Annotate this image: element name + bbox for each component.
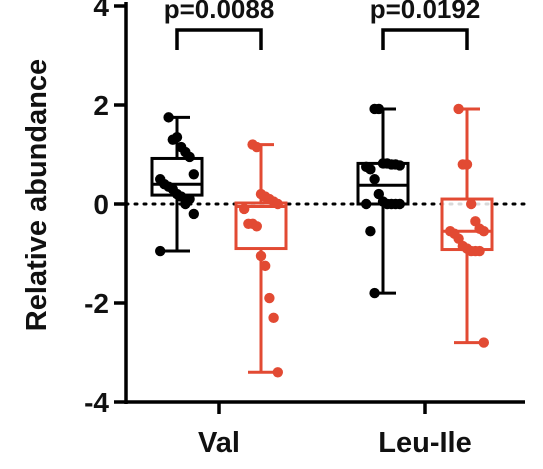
group-0-box-0-point-6 <box>188 169 199 180</box>
x-tick-label-0: Val <box>198 427 240 459</box>
group-0-box-0-point-0 <box>163 112 174 123</box>
group-1-box-1-point-0 <box>453 103 464 115</box>
group-1-box-1-point-14 <box>474 245 485 257</box>
group-1-box-0-point-18 <box>369 287 380 299</box>
group-0-box-1-point-6 <box>272 198 283 210</box>
plot-area: 4 2 0 -2 -4 Val p=0.0088 Leu-Ile p=0.0192 <box>84 0 527 459</box>
group-0-box-0-point-15 <box>188 208 199 220</box>
group-1-box-1-point-2 <box>461 159 473 170</box>
significance-bracket-1 <box>381 28 469 50</box>
group-0-box-0-point-2 <box>171 131 183 143</box>
group-1-box-1-box <box>440 197 494 252</box>
p-value-label-0: p=0.0088 <box>164 0 275 24</box>
y-tick-label-3: -2 <box>84 288 109 319</box>
y-tick-label-0: 4 <box>93 0 109 22</box>
group-1-box-1-point-15 <box>478 337 489 348</box>
group-0-box-1-point-15 <box>272 367 283 378</box>
y-tick-label-1: 2 <box>93 90 109 121</box>
y-tick-label-2: 0 <box>93 189 109 220</box>
significance-bracket-0 <box>175 28 263 50</box>
group-0-box-1-point-14 <box>268 312 279 324</box>
group-1-box-1-point-3 <box>466 198 477 210</box>
y-axis-label: Relative abundance <box>21 59 53 331</box>
x-tick-label-1: Leu-Ile <box>378 427 471 459</box>
group-1-box-0-point-17 <box>365 226 376 237</box>
p-value-label-1: p=0.0192 <box>370 0 481 24</box>
group-0-box-0-point-14 <box>184 193 195 205</box>
y-tick-label-4: -4 <box>84 387 109 418</box>
group-0-box-1-point-11 <box>255 250 267 262</box>
group-1-box-0-point-6 <box>394 160 405 171</box>
group-0-box-1-point-1 <box>251 141 262 153</box>
group-0-box-1-point-10 <box>251 221 262 232</box>
group-1-box-0-point-16 <box>361 198 372 210</box>
group-1-box-1-point-6 <box>478 226 489 237</box>
group-0-box-0-point-5 <box>184 151 195 163</box>
group-0-box-1-point-7 <box>239 203 250 215</box>
group-1-box-0-point-8 <box>365 164 376 175</box>
group-1-box-0-point-1 <box>373 103 384 115</box>
group-0-box-1-point-12 <box>260 260 271 272</box>
group-0-box-0-point-16 <box>155 245 166 257</box>
group-0-box-1-point-13 <box>264 292 275 304</box>
group-1-box-0-point-15 <box>394 198 405 210</box>
group-1-box-0-point-9 <box>369 174 380 185</box>
